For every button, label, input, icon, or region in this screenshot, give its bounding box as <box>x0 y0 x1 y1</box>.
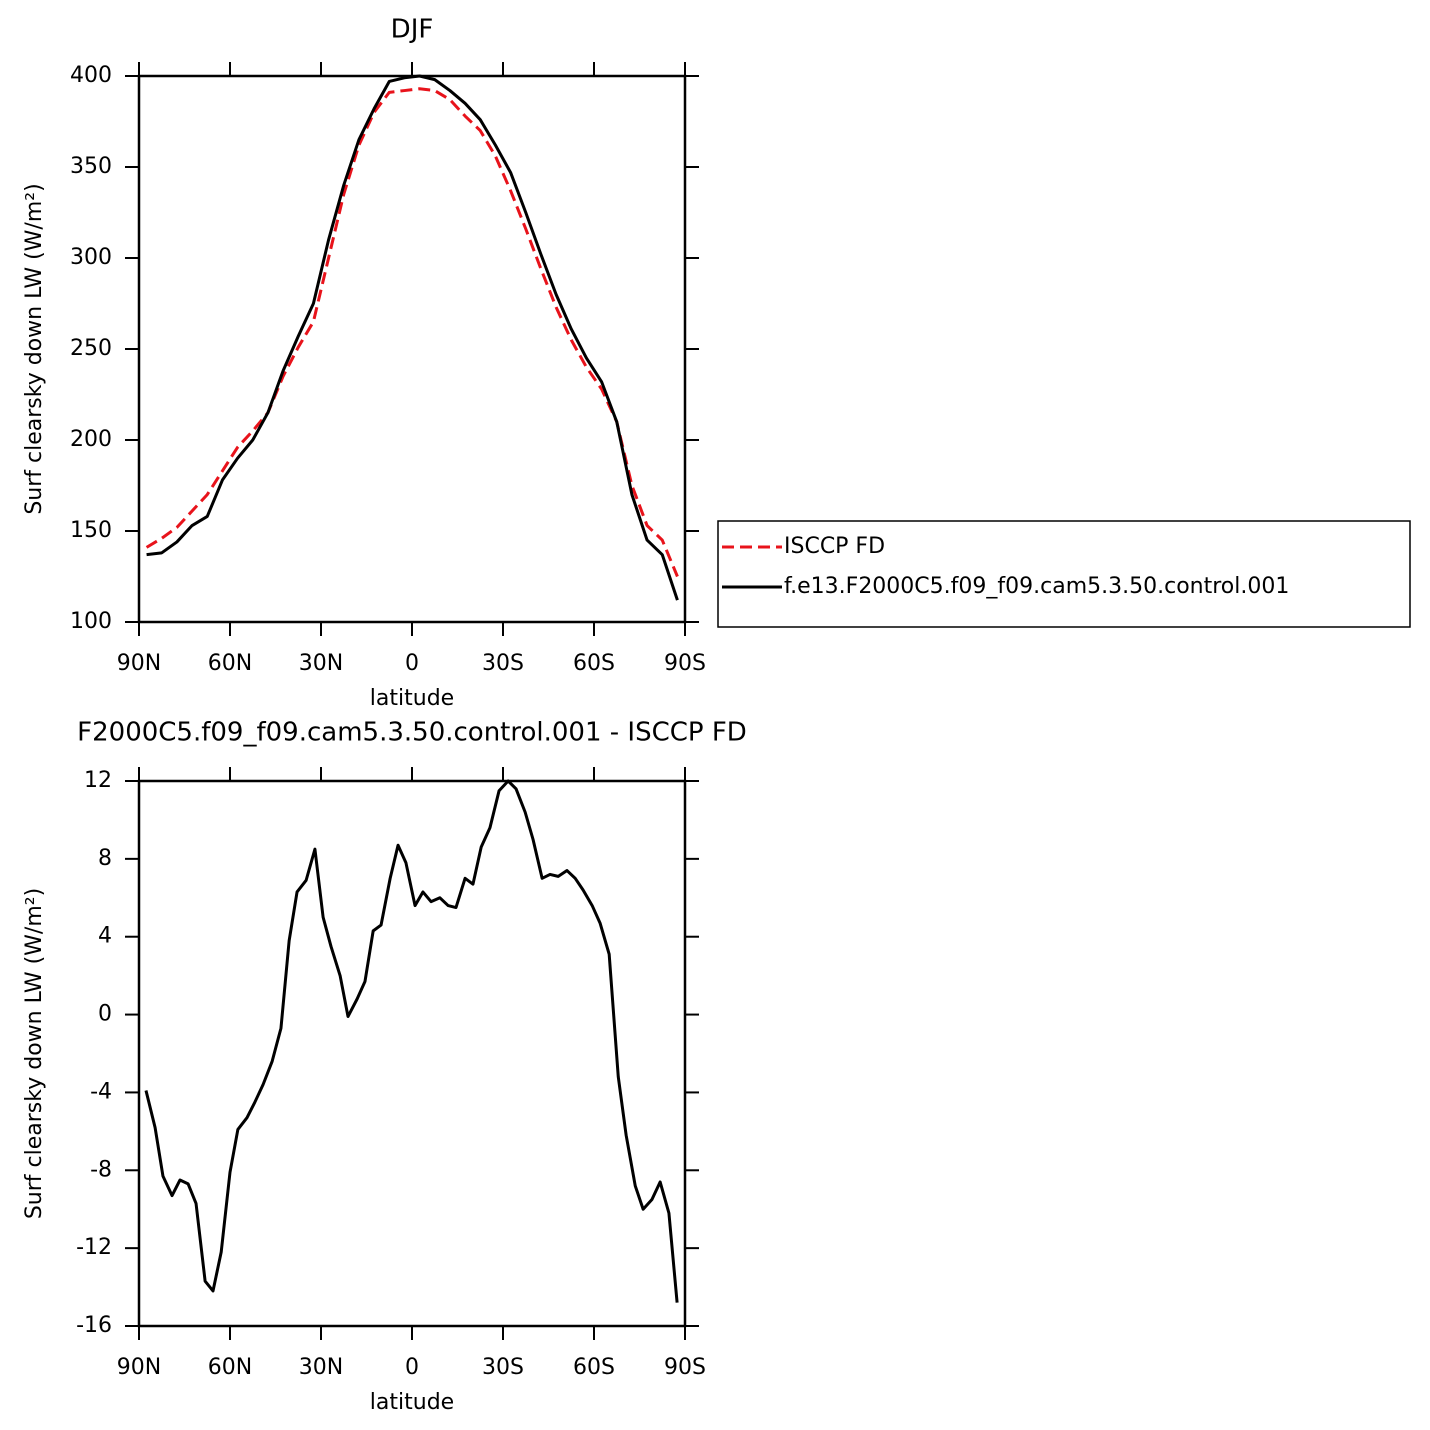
y-tick-label: 350 <box>70 154 112 179</box>
x-tick-label: 60S <box>573 1355 615 1380</box>
y-tick-label: 100 <box>70 609 112 634</box>
y-tick-label: 400 <box>70 63 112 88</box>
x-tick-label: 30N <box>299 651 343 676</box>
x-axis-label: latitude <box>370 1390 454 1415</box>
x-tick-label: 0 <box>405 1355 419 1380</box>
x-tick-label: 60N <box>208 651 252 676</box>
x-axis-label: latitude <box>370 686 454 711</box>
y-tick-label: -12 <box>76 1235 112 1260</box>
y-tick-label: -16 <box>76 1313 112 1338</box>
y-tick-label: 4 <box>98 924 112 949</box>
legend-box <box>717 520 1411 628</box>
legend-label: f.e13.F2000C5.f09_f09.cam5.3.50.control.… <box>784 574 1289 599</box>
y-tick-label: 300 <box>70 245 112 270</box>
y-axis-label: Surf clearsky down LW (W/m²) <box>22 888 47 1219</box>
plot-frame <box>137 74 687 624</box>
y-tick-label: 200 <box>70 427 112 452</box>
plot-frame <box>137 779 687 1328</box>
data-line <box>144 779 679 1303</box>
x-tick-label: 90N <box>117 1355 161 1380</box>
y-tick-label: 150 <box>70 518 112 543</box>
chart-title: DJF <box>391 15 434 45</box>
legend-label: ISCCP FD <box>784 534 885 559</box>
x-tick-label: 90S <box>664 651 706 676</box>
x-tick-label: 30S <box>482 651 524 676</box>
chart-title: F2000C5.f09_f09.cam5.3.50.control.001 - … <box>77 718 747 748</box>
y-tick-label: -8 <box>90 1157 112 1182</box>
y-tick-label: -4 <box>90 1079 112 1104</box>
y-tick-label: 0 <box>98 1002 112 1027</box>
x-tick-label: 90N <box>117 651 161 676</box>
y-tick-label: 250 <box>70 336 112 361</box>
y-tick-label: 8 <box>98 846 112 871</box>
legend: ISCCP FD f.e13.F2000C5.f09_f09.cam5.3.50.… <box>717 520 1411 628</box>
x-tick-label: 90S <box>664 1355 706 1380</box>
y-tick-label: 12 <box>84 768 112 793</box>
y-axis-label: Surf clearsky down LW (W/m²) <box>22 183 47 514</box>
x-tick-label: 0 <box>405 651 419 676</box>
x-tick-label: 60S <box>573 651 615 676</box>
x-tick-label: 60N <box>208 1355 252 1380</box>
x-tick-label: 30N <box>299 1355 343 1380</box>
series-line <box>145 87 679 578</box>
x-tick-label: 30S <box>482 1355 524 1380</box>
series-line <box>146 74 679 601</box>
